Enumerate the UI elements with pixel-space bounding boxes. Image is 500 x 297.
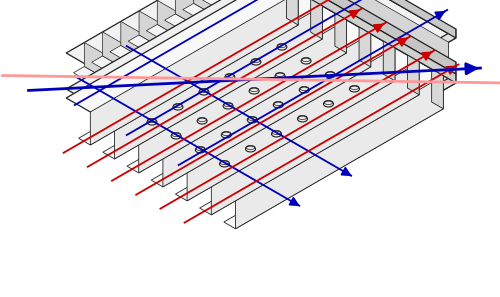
Polygon shape bbox=[92, 56, 284, 167]
Polygon shape bbox=[146, 24, 339, 136]
Polygon shape bbox=[384, 41, 395, 81]
Polygon shape bbox=[151, 60, 371, 187]
Polygon shape bbox=[432, 69, 444, 109]
Polygon shape bbox=[401, 63, 412, 94]
Polygon shape bbox=[66, 0, 456, 194]
Polygon shape bbox=[200, 88, 419, 215]
Polygon shape bbox=[286, 0, 298, 25]
Polygon shape bbox=[248, 29, 456, 158]
Polygon shape bbox=[90, 0, 298, 145]
Polygon shape bbox=[121, 21, 302, 150]
Polygon shape bbox=[238, 0, 430, 83]
Polygon shape bbox=[408, 55, 419, 95]
Polygon shape bbox=[212, 0, 394, 98]
Polygon shape bbox=[248, 74, 456, 203]
Polygon shape bbox=[359, 27, 371, 67]
Polygon shape bbox=[212, 62, 419, 215]
Polygon shape bbox=[328, 105, 339, 136]
Polygon shape bbox=[256, 148, 266, 178]
Polygon shape bbox=[74, 67, 266, 178]
Polygon shape bbox=[114, 6, 322, 159]
Polygon shape bbox=[220, 0, 412, 94]
Polygon shape bbox=[163, 34, 371, 187]
Polygon shape bbox=[158, 0, 339, 129]
Polygon shape bbox=[103, 32, 322, 159]
Polygon shape bbox=[128, 35, 321, 146]
Polygon shape bbox=[274, 137, 284, 167]
Polygon shape bbox=[438, 42, 448, 72]
Polygon shape bbox=[310, 0, 322, 39]
Polygon shape bbox=[274, 0, 456, 83]
Polygon shape bbox=[176, 74, 395, 201]
Polygon shape bbox=[346, 95, 358, 125]
Polygon shape bbox=[420, 53, 430, 83]
Polygon shape bbox=[383, 74, 394, 104]
Polygon shape bbox=[274, 0, 456, 38]
Polygon shape bbox=[78, 18, 298, 145]
Polygon shape bbox=[274, 0, 456, 74]
Polygon shape bbox=[248, 62, 456, 194]
Polygon shape bbox=[138, 20, 346, 173]
Polygon shape bbox=[187, 48, 395, 201]
Polygon shape bbox=[139, 11, 321, 140]
Polygon shape bbox=[292, 127, 302, 157]
Polygon shape bbox=[248, 0, 430, 77]
Polygon shape bbox=[201, 0, 394, 104]
Polygon shape bbox=[127, 46, 346, 173]
Polygon shape bbox=[164, 14, 358, 125]
Polygon shape bbox=[236, 76, 444, 229]
Polygon shape bbox=[310, 116, 321, 146]
Polygon shape bbox=[256, 0, 448, 72]
Polygon shape bbox=[335, 13, 346, 53]
Polygon shape bbox=[230, 0, 412, 87]
Polygon shape bbox=[194, 0, 376, 108]
Polygon shape bbox=[102, 32, 284, 161]
Polygon shape bbox=[176, 0, 358, 119]
Polygon shape bbox=[66, 0, 456, 158]
Polygon shape bbox=[183, 3, 376, 115]
Polygon shape bbox=[224, 102, 444, 229]
Polygon shape bbox=[110, 45, 302, 157]
Polygon shape bbox=[364, 84, 376, 115]
Polygon shape bbox=[66, 0, 456, 203]
Polygon shape bbox=[84, 42, 266, 171]
Polygon shape bbox=[266, 0, 448, 66]
